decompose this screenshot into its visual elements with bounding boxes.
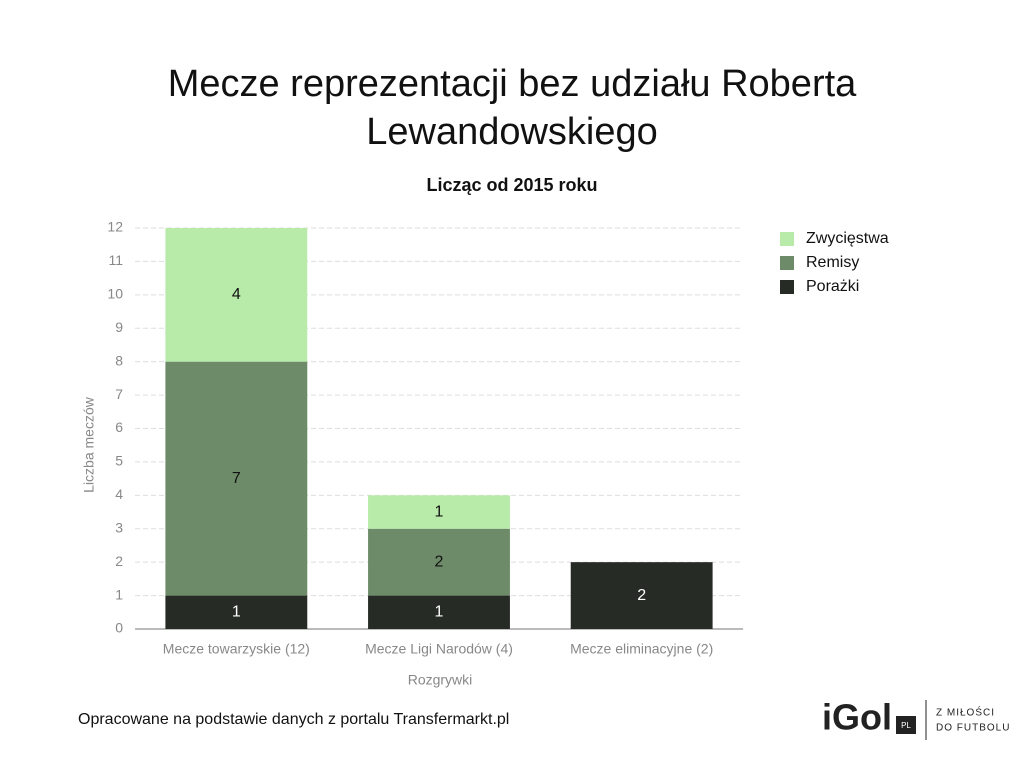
bar-segment	[165, 595, 308, 629]
y-tick-label: 2	[115, 553, 123, 569]
x-tick-label: Mecze towarzyskie (12)	[163, 641, 310, 657]
data-label: 1	[232, 604, 241, 621]
data-label: 2	[435, 553, 444, 570]
y-tick-label: 5	[115, 453, 123, 469]
bar-segment	[165, 361, 308, 596]
data-label: 1	[435, 604, 444, 621]
bar-segment	[368, 528, 510, 596]
logo-badge: PL	[901, 721, 911, 730]
legend-swatch	[780, 280, 794, 294]
tagline: Z MIŁOŚCI	[936, 706, 995, 719]
logo-badge-bg	[896, 716, 916, 734]
legend-swatch	[780, 232, 794, 246]
x-tick-label: Mecze eliminacyjne (2)	[570, 641, 713, 657]
x-axis-label: Rozgrywki	[408, 672, 473, 688]
y-tick-label: 7	[115, 386, 123, 402]
tagline: DO FUTBOLU	[936, 723, 1010, 734]
logo: iGol	[822, 697, 892, 738]
y-tick-label: 3	[115, 519, 123, 535]
chart-title: Mecze reprezentacji bez udziału Roberta …	[167, 63, 857, 153]
data-label: 7	[232, 470, 241, 487]
bar-segment	[570, 562, 713, 629]
y-tick-label: 6	[115, 419, 123, 435]
bar-segment	[368, 495, 510, 529]
data-label: 1	[435, 503, 444, 520]
y-tick-label: 9	[115, 319, 123, 335]
y-tick-label: 10	[107, 286, 123, 302]
y-tick-label: 8	[115, 352, 123, 368]
legend-label: Porażki	[806, 278, 859, 295]
y-tick-label: 11	[108, 252, 123, 268]
y-tick-label: 12	[107, 219, 123, 235]
y-tick-label: 1	[115, 586, 123, 602]
bar-segment	[165, 228, 308, 362]
bar-segment	[368, 595, 510, 629]
chart-subtitle: Licząc od 2015 roku	[426, 175, 597, 195]
x-tick-label: Mecze Ligi Narodów (4)	[365, 641, 513, 657]
y-axis-label: Liczba meczów	[81, 396, 97, 493]
data-label: 4	[232, 286, 241, 303]
legend-label: Remisy	[806, 254, 859, 271]
source-note: Opracowane na podstawie danych z portalu…	[78, 711, 509, 728]
y-tick-label: 0	[115, 620, 123, 636]
legend-label: Zwycięstwa	[806, 230, 889, 247]
data-label: 2	[637, 587, 646, 604]
y-tick-label: 4	[115, 486, 123, 502]
legend-swatch	[780, 256, 794, 270]
